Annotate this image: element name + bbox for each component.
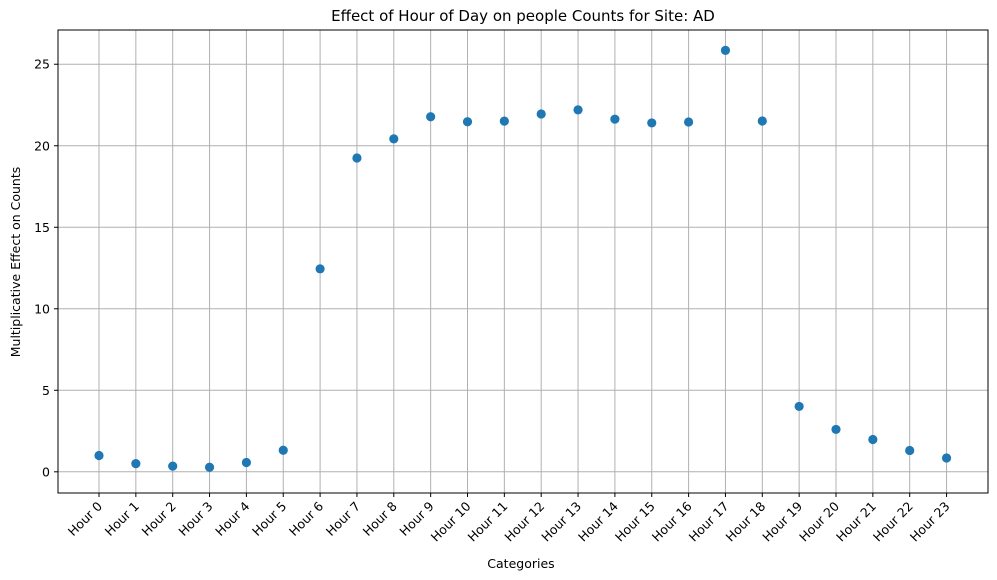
data-point <box>131 459 141 469</box>
data-point <box>499 116 509 126</box>
data-point <box>426 112 436 122</box>
y-axis-title: Multiplicative Effect on Counts <box>8 167 23 358</box>
x-tick-label: Hour 19 <box>759 498 805 544</box>
x-tick-label: Hour 1 <box>102 499 142 539</box>
x-tick-label: Hour 14 <box>575 498 621 544</box>
data-point <box>389 134 399 144</box>
x-tick-label: Hour 3 <box>175 499 215 539</box>
y-tick-label: 20 <box>34 138 50 153</box>
x-tick-label: Hour 11 <box>465 499 511 545</box>
x-tick-label: Hour 12 <box>501 499 547 545</box>
data-points <box>94 45 952 472</box>
x-tick-label: Hour 2 <box>138 499 178 539</box>
data-point <box>941 453 952 463</box>
data-point <box>204 462 215 472</box>
x-tick-label: Hour 16 <box>649 498 695 544</box>
x-tick-label: Hour 0 <box>65 498 105 538</box>
data-point <box>315 264 325 274</box>
data-point <box>278 445 288 455</box>
x-axis-title: Categories <box>487 556 554 571</box>
x-tick-label: Hour 13 <box>538 499 584 545</box>
x-tick-label: Hour 6 <box>286 498 326 538</box>
x-tick-label: Hour 23 <box>907 499 953 545</box>
x-tick-label: Hour 5 <box>249 499 289 539</box>
data-point <box>757 116 767 126</box>
x-tick-label: Hour 22 <box>870 499 916 545</box>
y-axis: 0 5 10 15 20 25 <box>34 57 58 479</box>
plot-frame <box>57 29 989 494</box>
x-tick-label: Hour 8 <box>360 498 400 538</box>
y-tick-label: 0 <box>42 464 50 479</box>
x-tick-label: Hour 17 <box>686 499 732 545</box>
data-point <box>684 117 694 127</box>
y-tick-label: 25 <box>34 57 50 72</box>
data-point <box>352 153 362 163</box>
data-point <box>536 109 546 119</box>
x-tick-label: Hour 10 <box>428 498 474 544</box>
y-tick-label: 10 <box>34 301 50 316</box>
data-point <box>94 450 104 461</box>
x-tick-label: Hour 4 <box>212 498 252 538</box>
x-tick-label: Hour 20 <box>796 498 842 544</box>
data-point <box>168 461 178 471</box>
data-point <box>241 457 251 468</box>
x-tick-label: Hour 18 <box>722 498 768 544</box>
data-point <box>573 105 583 115</box>
x-tick-label: Hour 21 <box>833 499 879 545</box>
data-point <box>868 434 878 445</box>
data-point <box>647 118 657 128</box>
data-point <box>462 117 473 127</box>
data-point <box>831 424 841 435</box>
y-tick-label: 5 <box>42 383 50 398</box>
chart-title: Effect of Hour of Day on people Counts f… <box>331 7 715 25</box>
data-point <box>794 401 804 412</box>
y-tick-label: 15 <box>34 220 50 235</box>
data-point <box>610 114 620 124</box>
x-tick-label: Hour 15 <box>612 499 658 545</box>
data-point <box>905 445 915 456</box>
grid <box>58 30 988 493</box>
data-point <box>720 45 731 55</box>
x-tick-label: Hour 7 <box>323 499 363 539</box>
